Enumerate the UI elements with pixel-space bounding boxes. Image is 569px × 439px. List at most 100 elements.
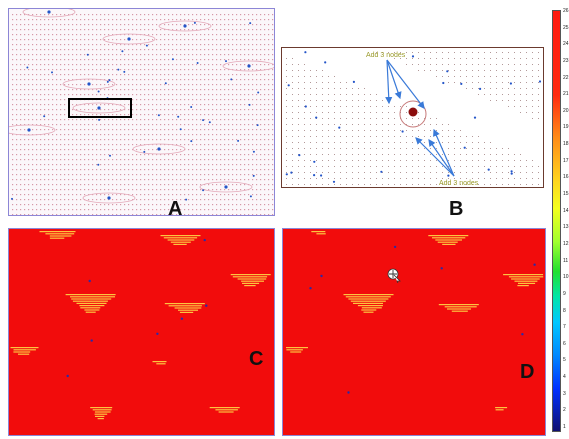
mesh-dot: [168, 19, 170, 21]
mesh-dot: [172, 49, 174, 51]
mesh-dot: [220, 24, 222, 26]
mesh-dot: [180, 119, 182, 121]
mesh-dot: [212, 199, 214, 201]
mesh-dot: [204, 64, 206, 66]
mesh-dot: [112, 194, 114, 196]
mesh-dot: [108, 79, 110, 81]
mesh-dot: [132, 54, 134, 56]
mesh-dot: [96, 134, 98, 136]
mesh-dot: [248, 149, 250, 151]
selection-box[interactable]: [68, 98, 132, 118]
mesh-dot: [148, 149, 150, 151]
mesh-dot: [272, 94, 274, 96]
mesh-dot: [200, 179, 202, 181]
mesh-dot: [64, 49, 66, 51]
mesh-dot: [112, 154, 114, 156]
mesh-dot: [120, 169, 122, 171]
mesh-dot: [180, 29, 182, 31]
mesh-dot: [148, 154, 150, 156]
mesh-dot: [220, 209, 222, 211]
mesh-dot: [36, 214, 38, 215]
mesh-dot: [216, 114, 218, 116]
mesh-dot: [244, 149, 246, 151]
mesh-dot: [112, 189, 114, 191]
hotspot-line: [18, 353, 30, 355]
mesh-dot: [430, 136, 431, 137]
mesh-dot: [292, 88, 293, 89]
mesh-dot: [80, 164, 82, 166]
mesh-dot: [192, 159, 194, 161]
mesh-dot: [208, 184, 210, 186]
mesh-dot: [44, 114, 46, 116]
arrow-bottom-2: [428, 139, 455, 177]
mesh-dot: [382, 142, 383, 143]
mesh-dot: [298, 94, 299, 95]
mesh-dot: [180, 184, 182, 186]
cluster-ring: [72, 102, 126, 114]
mesh-dot: [60, 79, 62, 81]
mesh-dot: [256, 84, 258, 86]
mesh-dot: [140, 89, 142, 91]
sensor-node: [521, 333, 524, 336]
mesh-dot: [80, 94, 82, 96]
mesh-dot: [80, 89, 82, 91]
mesh-dot: [304, 184, 305, 185]
hotspot-line: [357, 305, 383, 307]
mesh-dot: [220, 179, 222, 181]
mesh-dot: [136, 104, 138, 106]
mesh-dot: [32, 24, 34, 26]
mesh-dot: [236, 64, 238, 66]
hotspot-line: [70, 296, 115, 298]
mesh-dot: [112, 119, 114, 121]
mesh-dot: [48, 59, 50, 61]
mesh-dot: [60, 59, 62, 61]
mesh-dot: [322, 124, 323, 125]
mesh-dot: [478, 184, 479, 185]
mesh-dot: [16, 199, 18, 201]
mesh-dot: [108, 169, 110, 171]
mesh-dot: [168, 39, 170, 41]
mesh-dot: [144, 189, 146, 191]
mesh-dot: [136, 59, 138, 61]
mesh-dot: [72, 64, 74, 66]
sensor-node: [208, 121, 211, 124]
colorbar-tick-label: 4: [563, 374, 566, 381]
mesh-dot: [168, 79, 170, 81]
mesh-dot: [128, 139, 130, 141]
mesh-dot: [256, 179, 258, 181]
mesh-dot: [60, 74, 62, 76]
mesh-dot: [12, 124, 14, 126]
mesh-dot: [424, 64, 425, 65]
mesh-dot: [328, 100, 329, 101]
mesh-dot: [240, 179, 242, 181]
mesh-dot: [496, 94, 497, 95]
mesh-dot: [72, 39, 74, 41]
mesh-dot: [64, 99, 66, 101]
mesh-dot: [204, 84, 206, 86]
hotspot-line: [173, 243, 187, 245]
mesh-dot: [148, 114, 150, 116]
mesh-dot: [12, 174, 14, 176]
mesh-dot: [112, 174, 114, 176]
mesh-dot: [76, 64, 78, 66]
mesh-dot: [200, 199, 202, 201]
mesh-dot: [208, 54, 210, 56]
mesh-dot: [292, 166, 293, 167]
mesh-dot: [364, 88, 365, 89]
mesh-dot: [248, 79, 250, 81]
mesh-dot: [164, 94, 166, 96]
mesh-dot: [152, 134, 154, 136]
mesh-dot: [144, 154, 146, 156]
mesh-dot: [244, 159, 246, 161]
mesh-dot: [92, 94, 94, 96]
mesh-dot: [172, 29, 174, 31]
mesh-dot: [132, 199, 134, 201]
mesh-dot: [60, 134, 62, 136]
mesh-dot: [64, 184, 66, 186]
mesh-dot: [44, 184, 46, 186]
mesh-dot: [244, 204, 246, 206]
move-cursor-icon[interactable]: [386, 267, 402, 283]
sensor-node: [463, 146, 466, 149]
mesh-dot: [196, 179, 198, 181]
mesh-dot: [164, 174, 166, 176]
